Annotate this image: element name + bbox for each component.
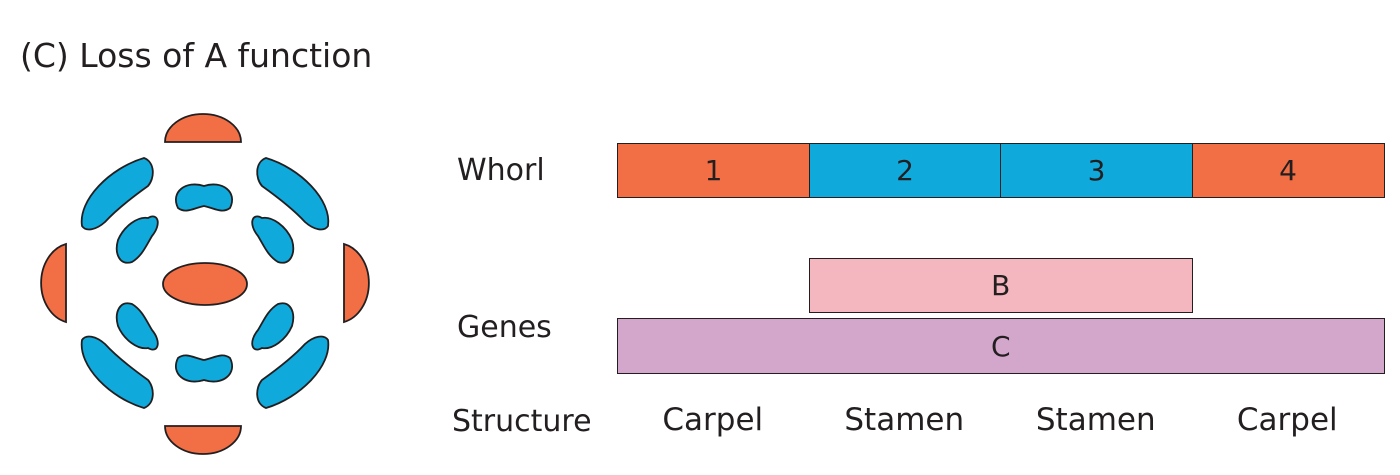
whorl-row-label: Whorl xyxy=(457,153,545,188)
structure-row-label: Structure xyxy=(452,404,592,439)
genes-row-label: Genes xyxy=(457,310,552,345)
structure-label-3: Stamen xyxy=(1035,402,1156,438)
flower-diagram xyxy=(40,113,370,455)
whorl2-stamen-nw xyxy=(80,157,154,231)
whorl2-stamen-sw xyxy=(80,335,154,409)
whorl-cell-3: 3 xyxy=(1000,143,1193,198)
whorl1-carpel-top xyxy=(164,113,242,143)
whorl3-stamen-bottom xyxy=(175,354,233,383)
structure-label-2: Stamen xyxy=(844,402,965,438)
whorl1-carpel-bottom xyxy=(164,425,242,455)
whorl3-stamen-left xyxy=(115,215,159,264)
whorl2-stamen-ne xyxy=(256,157,330,231)
whorl4-carpel-center xyxy=(162,262,248,306)
figure-title: (C) Loss of A function xyxy=(20,36,373,75)
whorl1-carpel-right xyxy=(343,242,370,324)
whorl3-stamen-lowright xyxy=(251,302,295,351)
gene-bar-C: C xyxy=(617,318,1385,374)
whorl3-stamen-right xyxy=(251,215,295,264)
whorl3-stamen-lowleft xyxy=(115,302,159,351)
whorl1-carpel-left xyxy=(40,242,67,324)
whorl-cell-2: 2 xyxy=(808,143,1002,198)
whorl3-stamen-top xyxy=(175,183,233,212)
structure-label-1: Carpel xyxy=(662,402,764,438)
whorl-cell-4: 4 xyxy=(1191,143,1385,198)
structure-label-4: Carpel xyxy=(1236,402,1338,438)
whorl2-stamen-se xyxy=(256,335,330,409)
gene-bar-B: B xyxy=(808,258,1193,313)
whorl-cell-1: 1 xyxy=(617,143,810,198)
